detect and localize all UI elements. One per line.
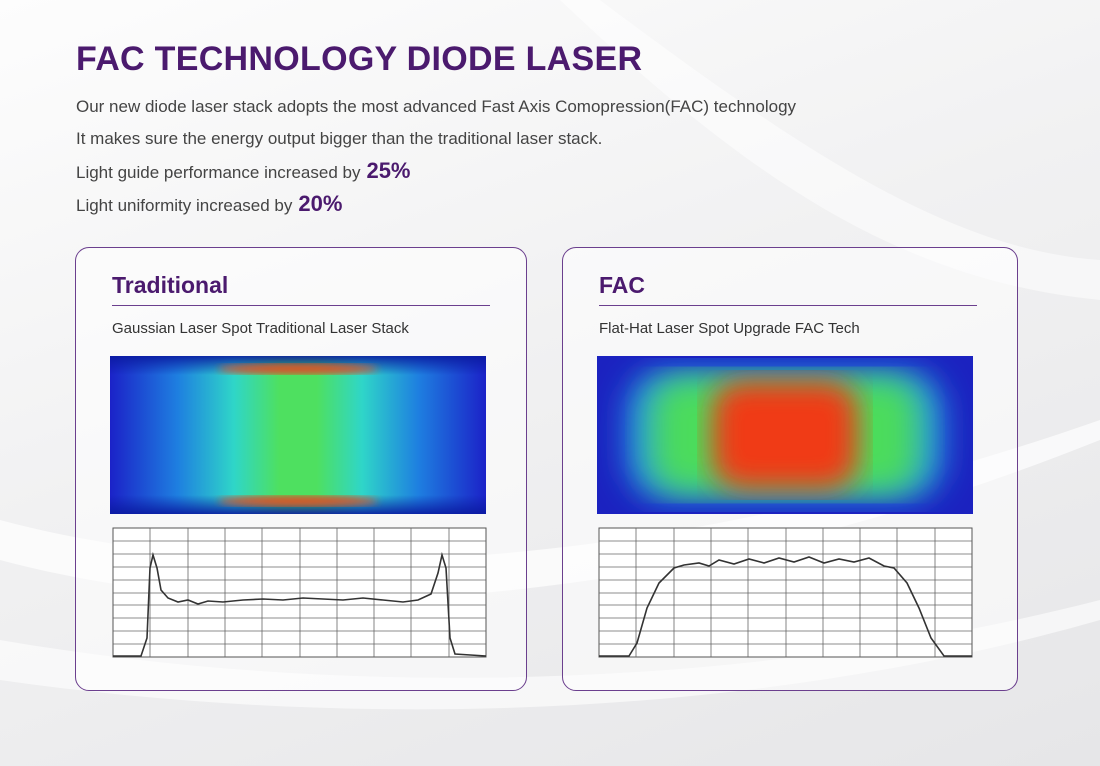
illustration — [110, 356, 487, 658]
card: Traditional Gaussian Laser Spot Traditio… — [75, 247, 527, 691]
intro-line: It makes sure the energy output bigger t… — [76, 129, 602, 149]
card-subtitle: Gaussian Laser Spot Traditional Laser St… — [112, 320, 409, 337]
highlight: 20% — [298, 191, 343, 216]
text: Light uniformity increased by — [76, 196, 293, 215]
text: Our new diode laser stack adopts the mos… — [76, 97, 797, 116]
card-title: FAC — [599, 272, 645, 298]
intro-line: Light uniformity increased by 20% — [76, 191, 342, 217]
title: FAC TECHNOLOGY DIODE LASER — [76, 40, 643, 78]
rule — [112, 305, 490, 306]
intro-line: Our new diode laser stack adopts the mos… — [76, 97, 796, 117]
card-title: Traditional — [112, 272, 229, 298]
text: It makes sure the energy output bigger t… — [76, 129, 603, 148]
highlight: 25% — [366, 158, 411, 183]
rule — [599, 305, 977, 306]
card: FAC Flat-Hat Laser Spot Upgrade FAC Tech — [562, 247, 1018, 691]
illustration — [597, 356, 973, 658]
card-subtitle: Flat-Hat Laser Spot Upgrade FAC Tech — [599, 320, 860, 337]
intro-line: Light guide performance increased by 25% — [76, 158, 411, 184]
text: Light guide performance increased by — [76, 163, 361, 182]
